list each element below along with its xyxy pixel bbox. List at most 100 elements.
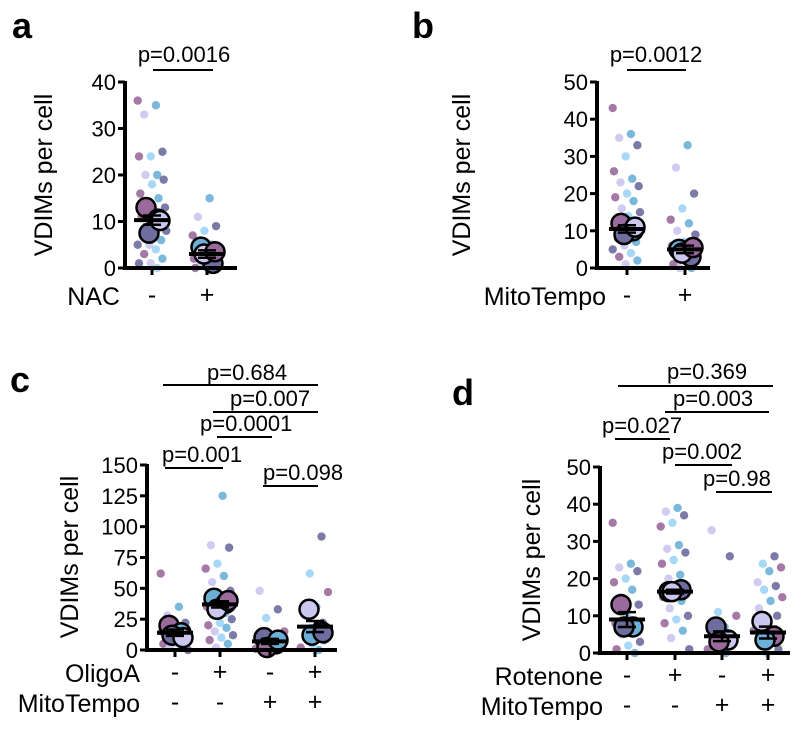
data-point — [273, 605, 282, 614]
p-value-label: p=0.002 — [662, 439, 742, 464]
data-point — [317, 532, 326, 541]
data-point — [669, 555, 678, 565]
data-point — [626, 559, 636, 568]
data-point — [158, 254, 167, 263]
condition-sign: - — [171, 658, 179, 686]
data-point — [621, 574, 630, 583]
data-point — [689, 189, 699, 198]
panel-a: a VDIMs per cell 0 10 20 30 40 NAC - + p=0.0016 — [12, 5, 237, 311]
data-point — [661, 507, 671, 516]
condition-label: MitoTempo — [18, 690, 140, 718]
y-tick-label: 150 — [101, 453, 138, 478]
data-point — [759, 585, 769, 594]
y-tick-label: 125 — [101, 484, 138, 509]
condition-label: Rotenone — [495, 663, 603, 691]
data-point — [188, 231, 197, 240]
data-point — [758, 559, 767, 568]
p-value-label: p=0.003 — [673, 386, 753, 411]
data-point — [683, 611, 693, 620]
p-value-label: p=0.369 — [667, 359, 747, 384]
data-point — [753, 578, 762, 587]
condition-sign: - — [216, 688, 224, 716]
data-point — [141, 170, 150, 180]
y-tick-label: 10 — [564, 219, 588, 244]
data-point — [133, 96, 142, 105]
data-point — [657, 559, 667, 568]
data-point — [158, 147, 167, 156]
replicate-mean-point — [610, 593, 632, 616]
data-point — [224, 543, 234, 552]
p-value-label: p=0.001 — [162, 442, 242, 467]
data-point — [227, 614, 236, 624]
condition-sign: + — [761, 661, 776, 689]
data-point — [134, 259, 144, 268]
data-point — [611, 193, 620, 202]
y-tick-label: 40 — [567, 492, 591, 517]
data-point — [608, 518, 617, 527]
data-point — [628, 585, 637, 594]
data-point — [671, 163, 681, 172]
condition-label: MitoTempo — [484, 283, 606, 311]
p-value-label: p=0.98 — [703, 466, 771, 491]
y-tick-label: 50 — [567, 455, 591, 480]
data-point — [754, 604, 764, 613]
condition-sign: - — [266, 658, 274, 686]
y-axis-title: VDIMs per cell — [518, 479, 546, 642]
y-tick-label: 25 — [114, 607, 138, 632]
data-point — [725, 552, 734, 561]
data-point — [151, 101, 161, 110]
data-point — [776, 563, 786, 572]
y-tick-label: 20 — [567, 567, 591, 592]
data-point — [674, 540, 684, 550]
y-tick-label: 30 — [567, 529, 591, 554]
data-point — [133, 240, 142, 249]
data-point — [305, 569, 314, 578]
data-point — [219, 571, 229, 581]
data-point — [765, 566, 774, 576]
data-point — [210, 627, 219, 636]
data-point — [140, 249, 149, 259]
data-point — [215, 618, 225, 628]
data-point — [205, 635, 214, 645]
condition-sign: - — [171, 688, 179, 716]
data-point — [770, 552, 779, 561]
panel-letter: a — [12, 5, 33, 46]
data-point — [193, 212, 203, 222]
data-point — [633, 256, 642, 265]
data-point — [261, 613, 271, 623]
data-point — [673, 226, 682, 235]
data-point — [255, 586, 264, 595]
data-point — [634, 181, 643, 191]
data-point — [208, 577, 217, 587]
data-point — [156, 235, 166, 245]
data-point — [154, 194, 163, 203]
data-point — [156, 569, 165, 578]
data-point — [626, 129, 636, 139]
condition-sign: - — [148, 281, 156, 309]
y-tick-label: 40 — [92, 70, 116, 95]
y-tick-label: 50 — [564, 70, 588, 95]
condition-sign: + — [213, 658, 228, 686]
condition-sign: - — [671, 691, 679, 719]
data-point — [683, 141, 692, 150]
y-tick-label: 30 — [564, 144, 588, 169]
condition-sign: - — [623, 691, 631, 719]
condition-sign: - — [623, 281, 631, 309]
p-value-label: p=0.027 — [602, 413, 682, 438]
data-point — [615, 252, 624, 262]
p-value-label: p=0.007 — [230, 386, 310, 411]
y-tick-label: 50 — [114, 576, 138, 601]
data-point — [206, 540, 216, 550]
condition-sign: + — [308, 658, 323, 686]
data-point — [153, 170, 162, 180]
condition-sign: + — [678, 281, 693, 309]
data-point — [668, 518, 677, 527]
data-point — [732, 611, 741, 620]
data-point — [134, 152, 144, 161]
data-point — [608, 103, 617, 113]
condition-sign: + — [715, 691, 730, 719]
data-point — [151, 245, 161, 254]
condition-sign: + — [761, 691, 776, 719]
